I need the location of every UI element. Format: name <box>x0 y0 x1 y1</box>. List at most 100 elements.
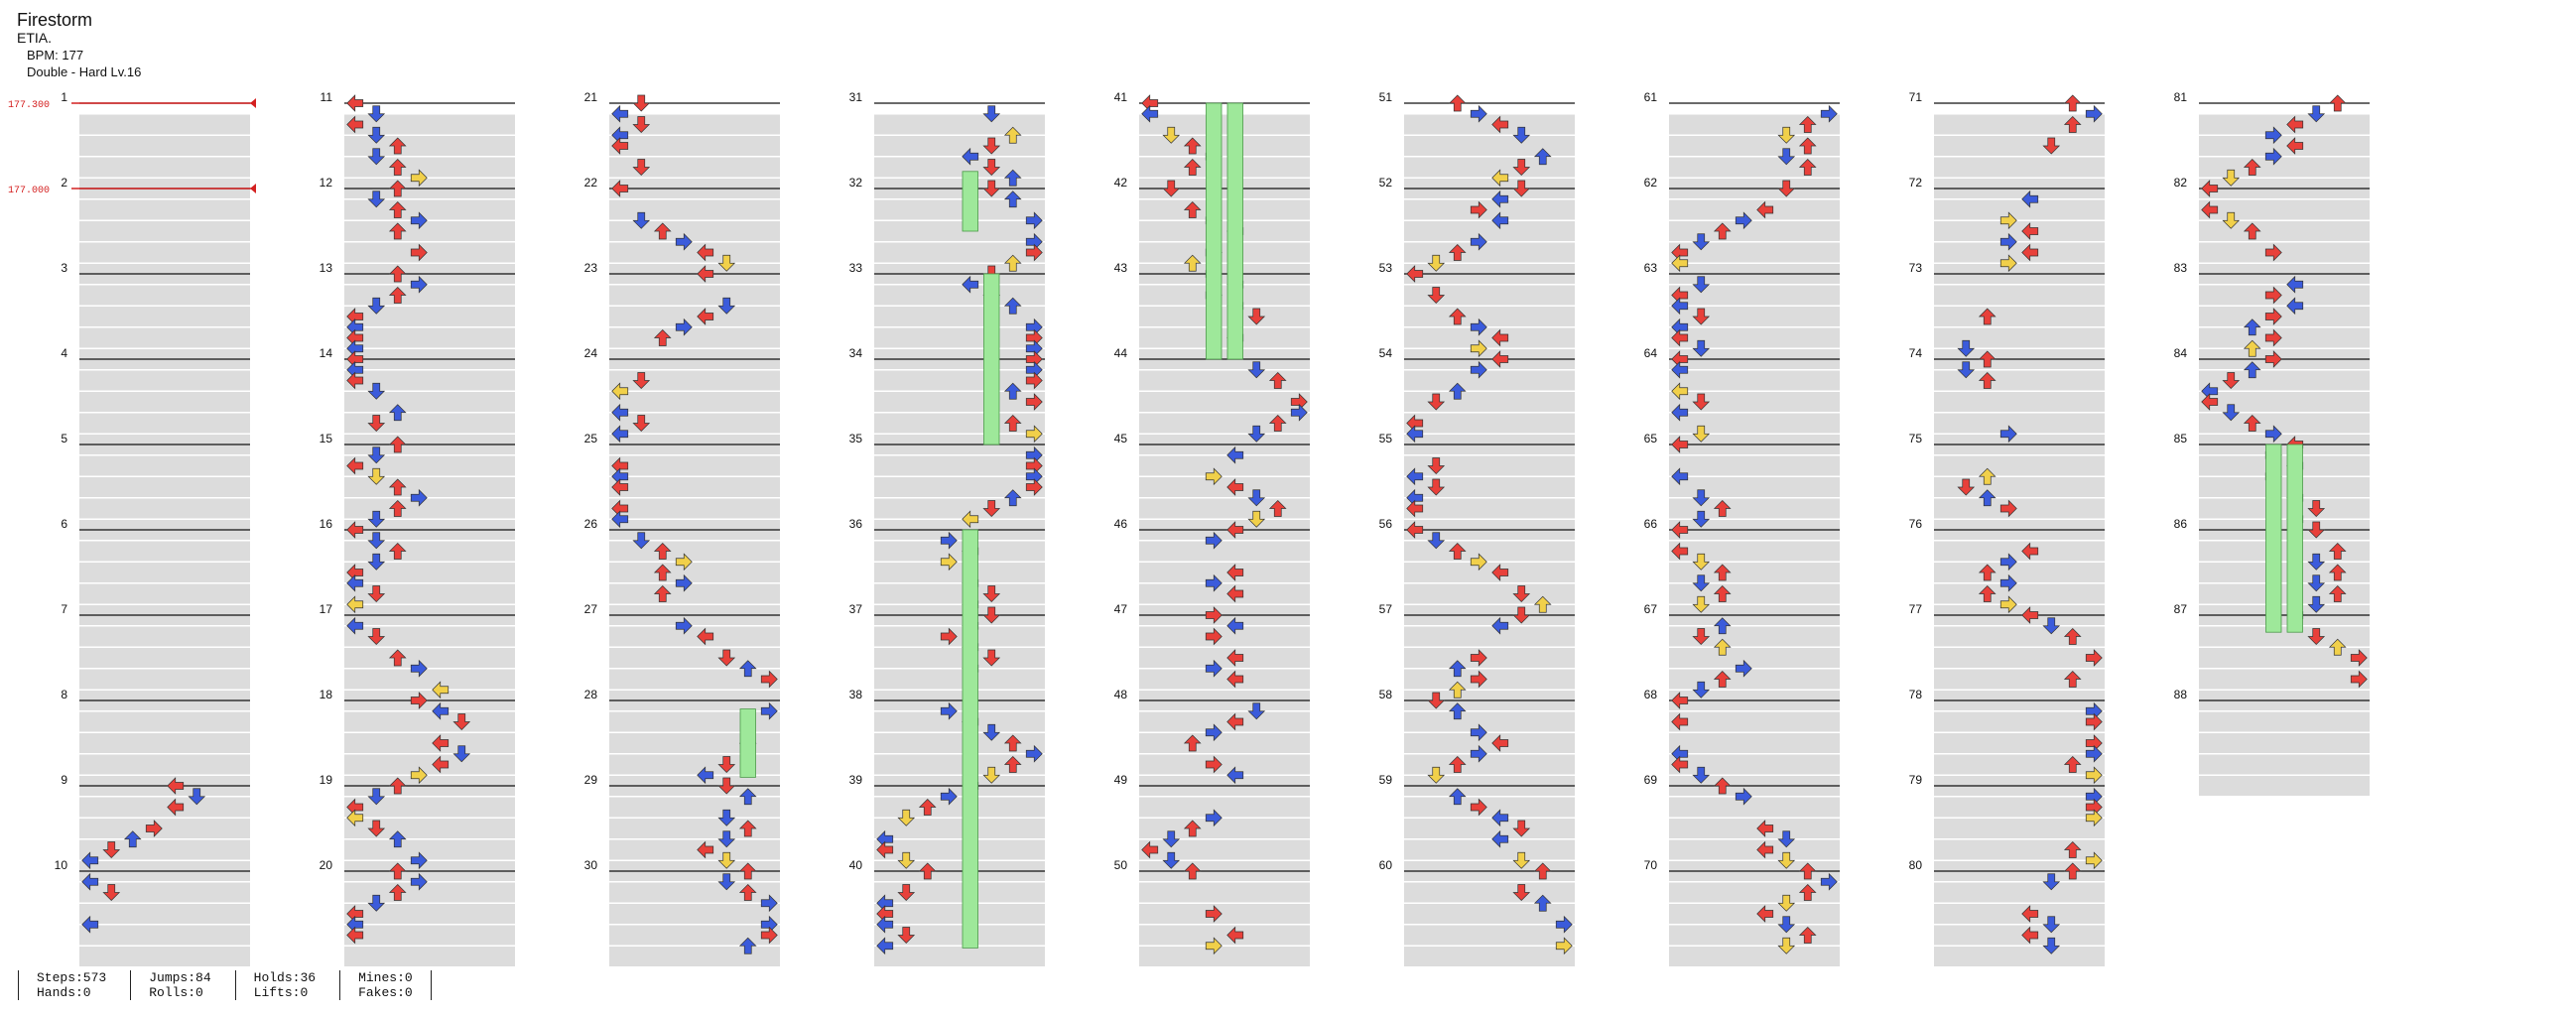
measure-number: 63 <box>1644 261 1658 275</box>
beat-band <box>2199 711 2370 732</box>
up-arrow-icon <box>1798 116 1817 133</box>
beat-band <box>2199 669 2370 690</box>
beat-band <box>344 136 515 156</box>
left-arrow-icon <box>1671 436 1689 453</box>
left-arrow-icon <box>1756 820 1774 837</box>
beat-band <box>1669 626 1840 647</box>
right-arrow-icon <box>410 692 428 709</box>
beat-band <box>1139 136 1310 156</box>
up-arrow-icon <box>1533 862 1552 880</box>
beat-band <box>1669 904 1840 924</box>
down-arrow-icon <box>367 382 386 400</box>
stat-jumps: Jumps:84 <box>149 970 211 985</box>
beat-band <box>874 242 1045 263</box>
left-arrow-icon <box>1671 712 1689 731</box>
measure-number: 69 <box>1644 773 1658 787</box>
beat-band <box>79 242 250 263</box>
beat-band <box>1669 754 1840 775</box>
beat-band <box>344 392 515 412</box>
beat-band <box>344 626 515 647</box>
measure-number: 28 <box>584 688 598 701</box>
down-arrow-icon <box>2307 553 2326 571</box>
measure-number: 46 <box>1114 517 1128 531</box>
measure-number: 22 <box>584 176 598 190</box>
down-arrow-icon <box>1957 339 1976 357</box>
down-arrow-icon <box>1427 692 1446 709</box>
down-arrow-icon <box>717 851 736 869</box>
beat-band <box>1404 819 1575 838</box>
down-arrow-icon <box>2042 937 2061 954</box>
beat-band <box>79 327 250 348</box>
beat-band <box>609 733 780 753</box>
down-arrow-icon <box>717 649 736 667</box>
right-arrow-icon <box>410 275 428 294</box>
up-arrow-icon <box>1003 734 1022 752</box>
beat-band <box>79 904 250 924</box>
left-arrow-icon <box>1491 350 1509 368</box>
song-header: Firestorm ETIA. BPM: 177 Double - Hard L… <box>17 10 141 80</box>
beat-band <box>1934 819 2105 838</box>
up-arrow-icon <box>388 201 407 218</box>
left-arrow-icon <box>1491 564 1509 581</box>
beat-band <box>2199 285 2370 306</box>
up-arrow-icon <box>2063 671 2082 688</box>
down-arrow-icon <box>1692 681 1711 698</box>
right-arrow-icon <box>940 531 958 550</box>
up-arrow-icon <box>388 287 407 304</box>
beat-band <box>874 136 1045 156</box>
beat-band <box>79 413 250 434</box>
beat-band <box>344 947 515 966</box>
beat-band <box>344 413 515 434</box>
right-arrow-icon <box>2350 670 2368 689</box>
beat-band <box>1934 797 2105 818</box>
beat-band <box>1934 136 2105 156</box>
measure-number: 23 <box>584 261 598 275</box>
beat-band <box>344 563 515 582</box>
beat-band <box>1669 733 1840 753</box>
beat-band <box>1139 819 1310 838</box>
up-arrow-icon <box>1978 489 1996 507</box>
beat-band <box>609 498 780 519</box>
measure-number: 80 <box>1909 858 1923 872</box>
down-arrow-icon <box>1777 894 1796 912</box>
down-arrow-icon <box>1427 287 1446 304</box>
left-arrow-icon <box>697 766 714 785</box>
beat-band <box>344 498 515 519</box>
stat-holds: Holds:36 <box>253 970 317 985</box>
right-arrow-icon <box>1025 211 1043 230</box>
beat-band <box>79 541 250 562</box>
down-arrow-icon <box>1692 308 1711 325</box>
right-arrow-icon <box>410 872 428 891</box>
stat-group-steps: Steps:573 Hands:0 <box>18 970 130 1000</box>
left-arrow-icon <box>611 403 629 422</box>
beat-band <box>344 307 515 326</box>
beat-band <box>874 882 1045 903</box>
beat-band <box>1404 648 1575 668</box>
beat-band <box>1934 947 2105 966</box>
measure-number: 67 <box>1644 602 1658 616</box>
measure-number: 29 <box>584 773 598 787</box>
measure-number: 2 <box>61 176 67 190</box>
down-arrow-icon <box>2307 521 2326 539</box>
measure-number: 71 <box>1909 90 1923 104</box>
left-arrow-icon <box>1671 755 1689 774</box>
down-arrow-icon <box>1777 830 1796 848</box>
hold-body <box>1206 102 1223 360</box>
right-arrow-icon <box>2264 126 2282 145</box>
measure-number: 20 <box>320 858 333 872</box>
down-arrow-icon <box>1692 574 1711 592</box>
beat-band <box>1669 157 1840 178</box>
right-arrow-icon <box>1999 573 2017 592</box>
left-arrow-icon <box>2286 137 2304 155</box>
beat-band <box>1139 285 1310 306</box>
down-arrow-icon <box>1512 126 1531 144</box>
down-arrow-icon <box>632 211 651 229</box>
beat-band <box>344 114 515 135</box>
up-arrow-icon <box>738 862 757 880</box>
up-arrow-icon <box>1713 585 1732 602</box>
measure-number: 1 <box>61 90 67 104</box>
down-arrow-icon <box>717 756 736 773</box>
up-arrow-icon <box>1448 788 1467 806</box>
chart-column: 1 2 3 4 5 6 7 8 9 10 <box>55 90 250 966</box>
right-arrow-icon <box>410 659 428 678</box>
